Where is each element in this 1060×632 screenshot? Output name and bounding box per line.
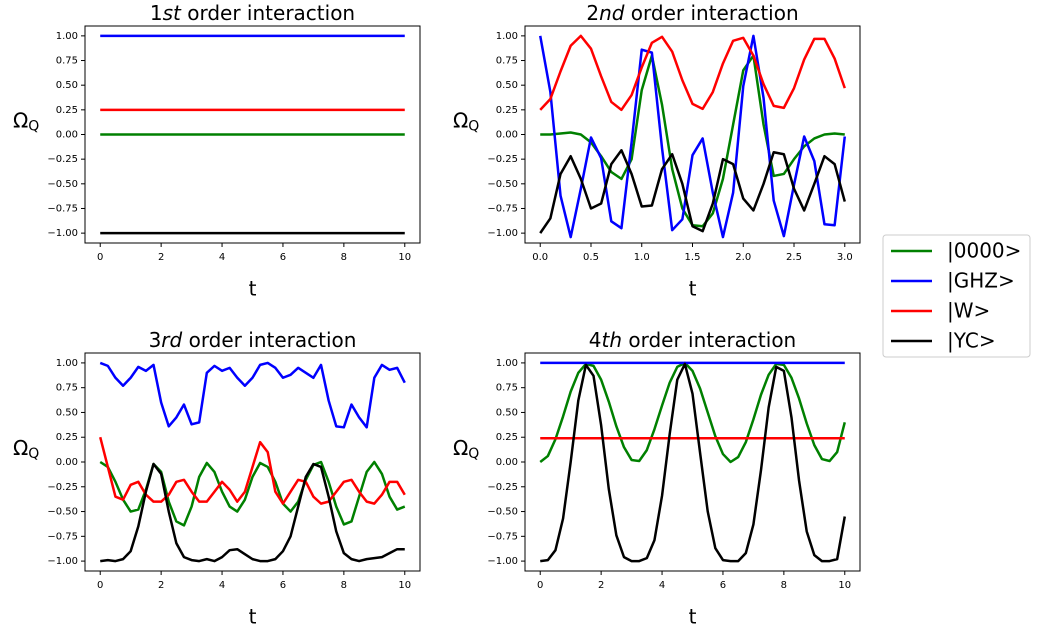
x-tick-label: 10 bbox=[398, 252, 411, 263]
x-tick-label: 2 bbox=[158, 580, 164, 591]
y-tick-label: 0.50 bbox=[496, 407, 518, 418]
y-tick-label: 0.50 bbox=[56, 80, 78, 91]
x-axis-label: t bbox=[249, 605, 257, 629]
x-tick-label: 2.0 bbox=[735, 252, 751, 263]
x-tick-label: 10 bbox=[398, 580, 411, 591]
y-tick-label: 0.75 bbox=[56, 383, 78, 394]
y-tick-label: −0.75 bbox=[487, 203, 518, 214]
x-axis-label: t bbox=[249, 277, 257, 301]
x-tick-label: 0 bbox=[97, 580, 103, 591]
data-line bbox=[539, 34, 846, 112]
x-tick-label: 6 bbox=[280, 252, 286, 263]
x-tick-label: 10 bbox=[838, 580, 851, 591]
y-tick-label: 0.75 bbox=[496, 383, 518, 394]
x-tick-label: 0.5 bbox=[583, 252, 599, 263]
y-tick-label: −0.75 bbox=[487, 531, 518, 542]
data-line bbox=[99, 361, 406, 429]
x-tick-label: 2.5 bbox=[786, 252, 802, 263]
y-tick-label: 0.25 bbox=[496, 432, 518, 443]
data-line bbox=[539, 361, 846, 464]
y-tick-label: 0.25 bbox=[496, 105, 518, 116]
y-tick-label: 0.00 bbox=[496, 130, 518, 141]
y-tick-label: −1.00 bbox=[47, 228, 78, 239]
y-tick-label: −0.50 bbox=[47, 179, 78, 190]
y-tick-label: −0.50 bbox=[487, 507, 518, 518]
y-tick-label: −0.25 bbox=[47, 154, 78, 165]
plot-frame bbox=[524, 352, 861, 572]
chart-title: 3rd order interaction bbox=[149, 328, 357, 352]
legend-label: |GHZ> bbox=[947, 269, 1015, 293]
y-axis-label: ΩQ bbox=[453, 108, 479, 135]
x-tick-label: 1.0 bbox=[634, 252, 650, 263]
y-tick-label: −0.75 bbox=[47, 531, 78, 542]
legend-label: |W> bbox=[947, 299, 990, 323]
x-tick-label: 1.5 bbox=[685, 252, 701, 263]
chart-title: 1st order interaction bbox=[150, 1, 355, 25]
y-tick-label: 1.00 bbox=[496, 358, 518, 369]
x-tick-label: 8 bbox=[341, 252, 347, 263]
legend-label: |0000> bbox=[947, 239, 1021, 263]
x-tick-label: 8 bbox=[341, 580, 347, 591]
y-tick-label: 0.75 bbox=[56, 56, 78, 67]
y-tick-label: 0.00 bbox=[56, 457, 78, 468]
y-tick-label: −0.50 bbox=[487, 179, 518, 190]
y-tick-label: −0.25 bbox=[487, 482, 518, 493]
y-tick-label: 0.25 bbox=[56, 105, 78, 116]
y-tick-label: −1.00 bbox=[487, 228, 518, 239]
x-tick-label: 0.0 bbox=[532, 252, 548, 263]
y-tick-label: −1.00 bbox=[47, 556, 78, 567]
legend-label: |YC> bbox=[947, 329, 996, 353]
y-tick-label: 0.75 bbox=[496, 56, 518, 67]
x-tick-label: 0 bbox=[97, 252, 103, 263]
plot-frame bbox=[84, 352, 421, 572]
y-tick-label: −0.75 bbox=[47, 203, 78, 214]
y-tick-label: 0.25 bbox=[56, 432, 78, 443]
x-tick-label: 3.0 bbox=[837, 252, 853, 263]
y-tick-label: −0.25 bbox=[47, 482, 78, 493]
plot-frame bbox=[84, 25, 421, 244]
y-axis-label: ΩQ bbox=[13, 108, 39, 135]
chart-title: 4th order interaction bbox=[589, 328, 796, 352]
data-line bbox=[99, 436, 406, 505]
x-tick-label: 4 bbox=[659, 580, 665, 591]
x-tick-label: 2 bbox=[598, 580, 604, 591]
legend-box bbox=[882, 234, 1031, 358]
x-tick-label: 4 bbox=[219, 580, 225, 591]
y-tick-label: −1.00 bbox=[487, 556, 518, 567]
x-tick-label: 2 bbox=[158, 252, 164, 263]
y-tick-label: 0.00 bbox=[496, 457, 518, 468]
x-tick-label: 0 bbox=[537, 580, 543, 591]
y-tick-label: 0.50 bbox=[496, 80, 518, 91]
y-tick-label: −0.50 bbox=[47, 507, 78, 518]
y-tick-label: 1.00 bbox=[56, 358, 78, 369]
data-line bbox=[538, 34, 847, 239]
data-line bbox=[100, 462, 405, 563]
data-line bbox=[540, 362, 847, 563]
y-tick-label: 0.50 bbox=[56, 407, 78, 418]
y-tick-label: 1.00 bbox=[56, 31, 78, 42]
x-tick-label: 6 bbox=[280, 580, 286, 591]
x-axis-label: t bbox=[689, 277, 697, 301]
y-axis-label: ΩQ bbox=[13, 436, 39, 463]
y-tick-label: 0.00 bbox=[56, 130, 78, 141]
x-tick-label: 4 bbox=[219, 252, 225, 263]
x-tick-label: 6 bbox=[720, 580, 726, 591]
data-line bbox=[539, 149, 846, 234]
plot-frame bbox=[524, 25, 861, 244]
y-tick-label: 1.00 bbox=[496, 31, 518, 42]
x-tick-label: 8 bbox=[781, 580, 787, 591]
x-axis-label: t bbox=[689, 605, 697, 629]
y-axis-label: ΩQ bbox=[453, 436, 479, 463]
chart-title: 2nd order interaction bbox=[586, 1, 798, 25]
y-tick-label: −0.25 bbox=[487, 154, 518, 165]
